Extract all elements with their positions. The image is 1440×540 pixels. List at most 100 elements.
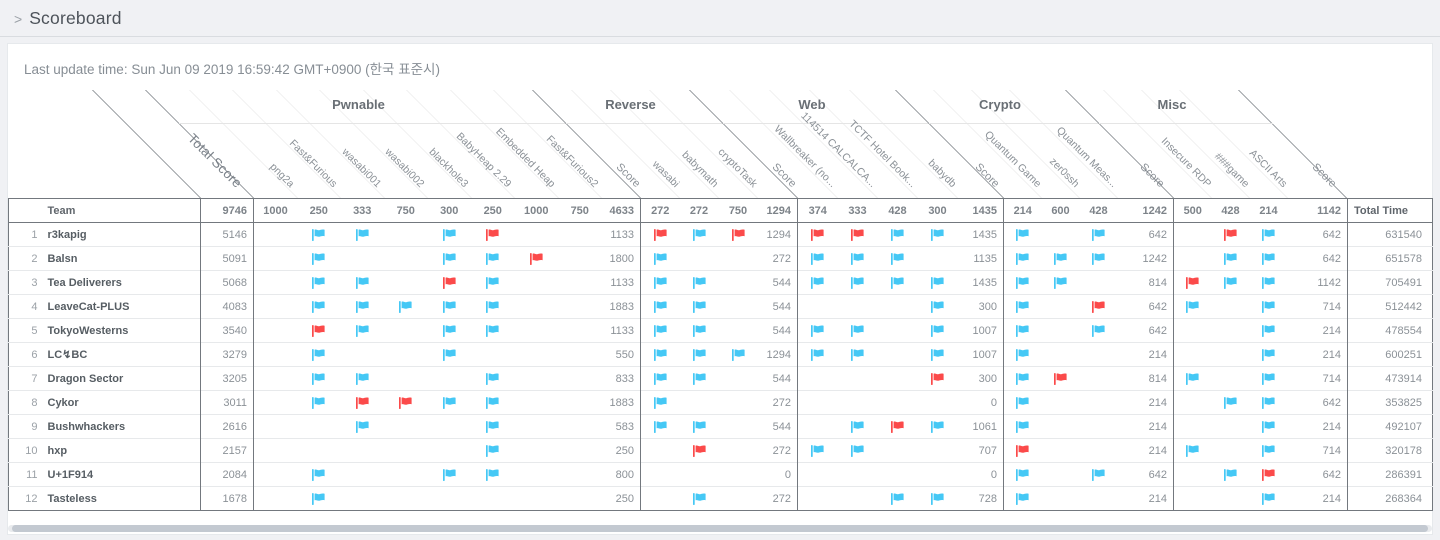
challenge-solve-cell	[1080, 439, 1118, 463]
team-total-score: 3205	[200, 366, 254, 391]
challenge-solve-cell	[297, 319, 341, 343]
challenge-solve-cell	[1212, 463, 1250, 487]
team-row: 9 Bushwhackers 2616 583 544 1061 214 214 492107	[8, 414, 1433, 439]
flag-icon	[1092, 300, 1105, 313]
category-score: 642	[1322, 252, 1341, 265]
flag-icon	[1016, 300, 1029, 313]
challenge-solve-cell	[384, 367, 428, 391]
flag-icon	[1262, 420, 1275, 433]
category-score: 300	[978, 300, 997, 313]
flag-icon	[355, 276, 369, 289]
challenge-solve-cell	[878, 463, 918, 487]
flag-icon	[1016, 252, 1029, 265]
flag-icon	[1262, 444, 1275, 457]
team-row: 2 Balsn 5091 1800 272 1135 1242 642 651578	[8, 246, 1433, 271]
category-score: 642	[1148, 468, 1167, 481]
horizontal-scrollbar-thumb[interactable]	[12, 525, 1428, 532]
team-rank: 8	[31, 396, 38, 409]
category-score: 1242	[1142, 252, 1167, 265]
category-score: 272	[772, 444, 791, 457]
challenge-solve-cell	[797, 270, 838, 295]
challenge-solve-cell	[1080, 271, 1118, 295]
challenge-solve-cell	[1173, 390, 1212, 415]
team-total-score: 2084	[200, 462, 254, 487]
challenge-points-header: 750	[396, 204, 415, 217]
challenge-solve-cell	[1173, 342, 1212, 367]
challenge-solve-cell	[918, 223, 958, 247]
team-total-time: 320178	[1347, 438, 1433, 463]
challenge-solve-cell	[558, 343, 602, 367]
challenge-points-header: 600	[1051, 204, 1070, 217]
category-score: 0	[784, 468, 791, 481]
scoreboard-panel: Last update time: Sun Jun 09 2019 16:59:…	[8, 44, 1433, 534]
flag-icon	[811, 324, 824, 337]
team-header: Team	[47, 204, 76, 217]
team-total-score: 1678	[200, 486, 254, 511]
team-row: 3 Tea Deliverers 5068 1133 544 1435 814 1142 705…	[8, 270, 1433, 295]
flag-icon	[312, 348, 325, 361]
horizontal-scrollbar-track[interactable]	[8, 525, 1432, 532]
team-rank: 5	[31, 324, 38, 337]
challenge-solve-cell	[797, 390, 838, 415]
challenge-solve-cell	[1003, 342, 1042, 367]
flag-icon	[692, 372, 706, 385]
flag-icon	[692, 420, 706, 433]
challenge-points-header: 272	[640, 198, 680, 223]
challenge-solve-cell	[253, 342, 297, 367]
category-score: 1133	[610, 276, 634, 289]
challenge-solve-cell	[384, 271, 428, 295]
flag-icon	[653, 372, 667, 385]
challenge-solve-cell	[797, 318, 838, 343]
flag-icon	[486, 420, 499, 433]
category-score: 1294	[766, 348, 791, 361]
diagonal-header: Total Score Pwnable png2a Fast&Furious wasab…	[8, 90, 1432, 198]
team-row: 12 Tasteless 1678 250 272 728 214 214 268364	[8, 486, 1433, 511]
challenge-solve-cell	[1250, 487, 1288, 511]
challenge-solve-cell	[1173, 438, 1212, 463]
team-name: Cykor	[47, 396, 79, 409]
challenge-solve-cell	[878, 247, 918, 271]
challenge-solve-cell	[1042, 319, 1080, 343]
challenge-solve-cell	[1042, 367, 1080, 391]
flag-icon	[355, 420, 369, 433]
team-total-time: 600251	[1347, 342, 1433, 367]
team-rank: 3	[31, 276, 38, 289]
flag-icon	[1262, 324, 1275, 337]
category-score: 0	[990, 396, 997, 409]
challenge-solve-cell	[680, 367, 719, 391]
challenge-solve-cell	[471, 247, 515, 271]
challenge-solve-cell	[471, 487, 515, 511]
flag-icon	[692, 324, 706, 337]
challenge-solve-cell	[878, 487, 918, 511]
challenge-solve-cell	[719, 343, 758, 367]
flag-icon	[851, 276, 864, 289]
category-score: 550	[615, 348, 634, 361]
challenge-solve-cell	[471, 415, 515, 439]
challenge-points-header: 250	[309, 204, 328, 217]
flag-icon	[312, 276, 325, 289]
category-score: 272	[772, 252, 791, 265]
challenge-solve-cell	[384, 247, 428, 271]
team-total-score: 5091	[200, 246, 254, 271]
challenge-points-header: 214	[1003, 198, 1042, 223]
challenge-points-header: 500	[1173, 198, 1212, 223]
flag-icon	[355, 372, 369, 385]
challenge-solve-cell	[471, 319, 515, 343]
challenge-solve-cell	[1212, 439, 1250, 463]
category-title: Misc	[1157, 97, 1187, 112]
category-score: 1142	[1317, 276, 1341, 289]
challenge-solve-cell	[1042, 415, 1080, 439]
flag-icon	[486, 324, 499, 337]
flag-icon	[851, 252, 864, 265]
team-row: 1 r3kapig 5146 1133 1294 1435 642 642 631540	[8, 222, 1433, 247]
challenge-solve-cell	[515, 271, 559, 295]
challenge-solve-cell	[1212, 271, 1250, 295]
challenge-solve-cell	[428, 463, 472, 487]
flag-icon	[1262, 228, 1275, 241]
challenge-solve-cell	[558, 223, 602, 247]
header-divider	[0, 36, 1440, 37]
challenge-solve-cell	[297, 463, 341, 487]
challenge-solve-cell	[918, 319, 958, 343]
team-rank: 4	[31, 300, 38, 313]
challenge-solve-cell	[1003, 462, 1042, 487]
